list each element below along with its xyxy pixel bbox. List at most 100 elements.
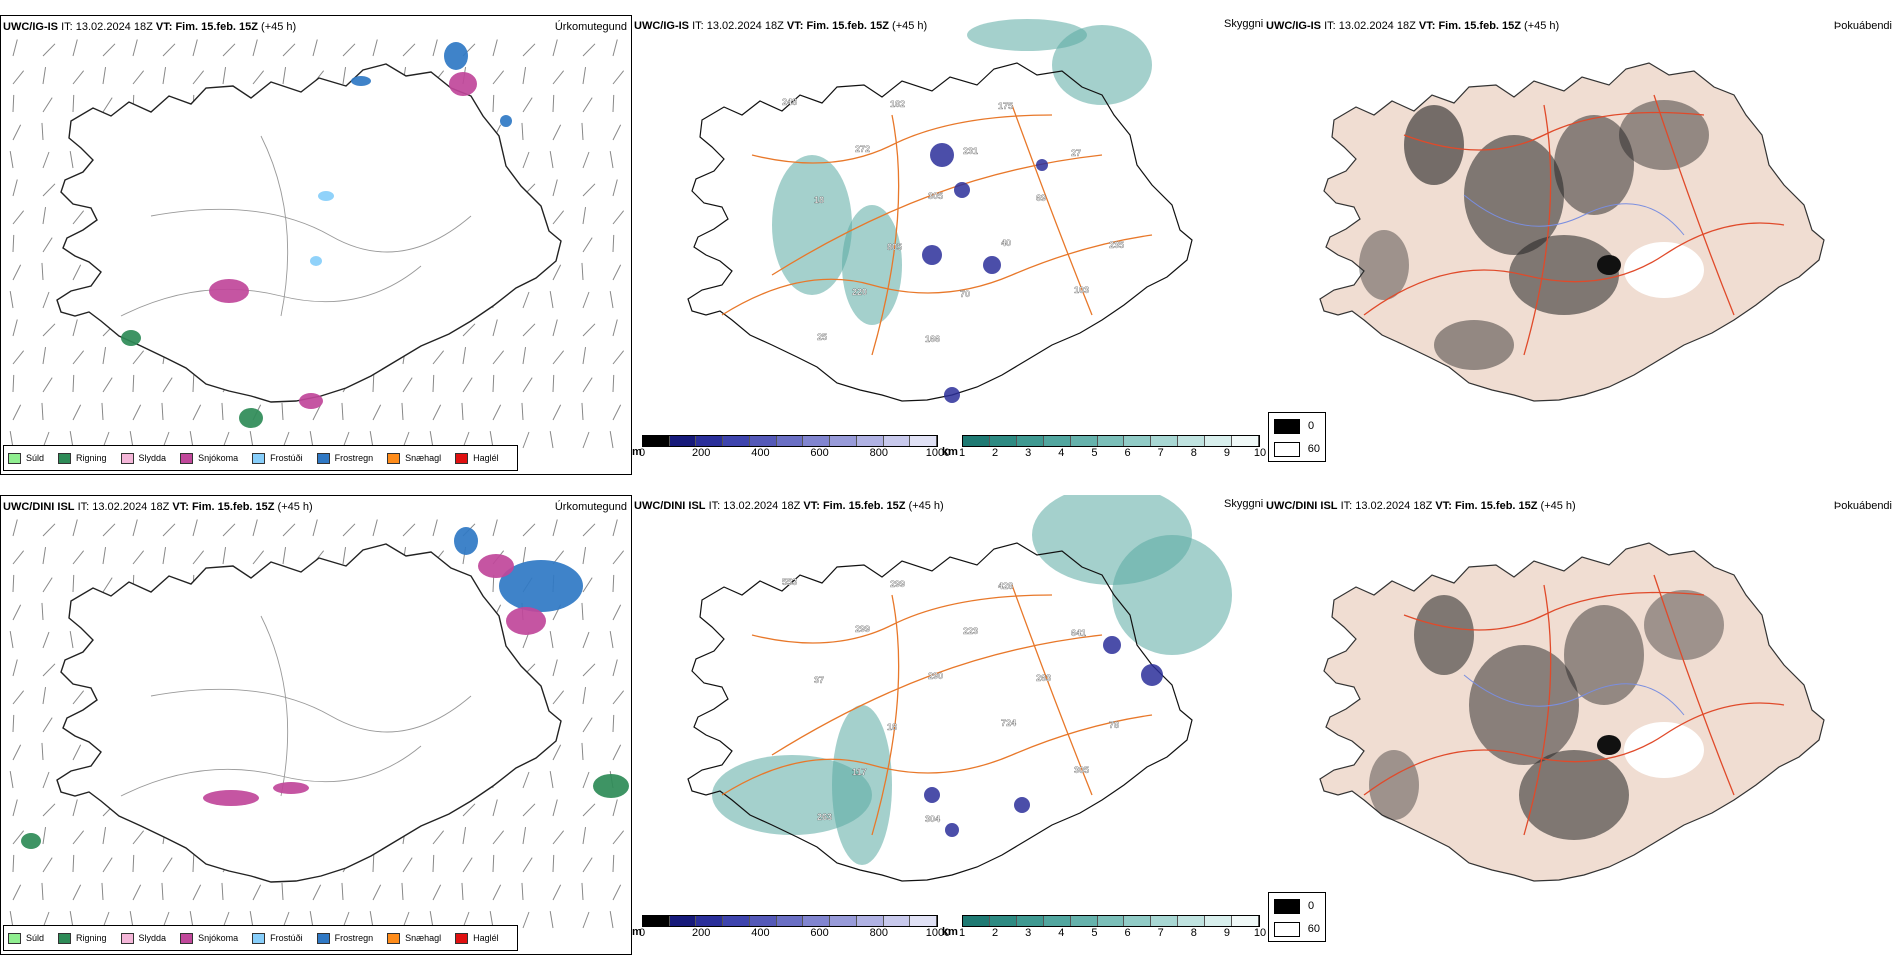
station-value: 305 bbox=[928, 191, 943, 201]
scale-cell bbox=[803, 916, 831, 926]
visibility-scale-bar: 1 2 3 4 5 6 7 8 9 10 bbox=[959, 435, 1266, 461]
scale-cell bbox=[1151, 436, 1179, 446]
scale-tick-label: 200 bbox=[692, 927, 711, 939]
cloud-cover-legend: 0 60 bbox=[1268, 892, 1326, 942]
scale-tick-label: 6 bbox=[1124, 447, 1131, 459]
station-value: 166 bbox=[925, 334, 940, 344]
scale-tick-label: 7 bbox=[1157, 927, 1164, 939]
precip-area bbox=[351, 76, 371, 86]
legend-label: Frostregn bbox=[334, 933, 374, 943]
scale-tick-label: 800 bbox=[869, 447, 888, 459]
station-value: 553 bbox=[782, 577, 797, 587]
legend-swatch bbox=[180, 452, 194, 464]
glacier bbox=[1624, 722, 1704, 778]
legend-label: Frostregn bbox=[334, 453, 374, 463]
scale-tick-label: 5 bbox=[1091, 447, 1098, 459]
station-value: 231 bbox=[963, 146, 978, 156]
panel-header: UWC/IG-IS IT: 13.02.2024 18Z VT: Fim. 15… bbox=[1266, 20, 1560, 32]
scale-cells bbox=[962, 435, 1260, 447]
scale-cell bbox=[643, 916, 670, 926]
station-value: 223 bbox=[963, 626, 978, 636]
station-value: 117 bbox=[852, 767, 867, 777]
station-value: 299 bbox=[855, 624, 870, 634]
legend-item: Snæhagl bbox=[387, 452, 442, 464]
scale-cell bbox=[1043, 916, 1071, 926]
scale-cell bbox=[749, 436, 777, 446]
scale-ticks: 1 2 3 4 5 6 7 8 9 10 bbox=[959, 927, 1266, 941]
station-value: 69 bbox=[1036, 193, 1046, 203]
legend-label: Snæhagl bbox=[405, 453, 442, 463]
scale-cell bbox=[776, 436, 804, 446]
scale-tick-label: 8 bbox=[1190, 447, 1197, 459]
scale-cell bbox=[803, 436, 831, 446]
precip-area bbox=[121, 330, 141, 346]
ceiling-visibility-map: 553 299 290 724 305 263 299 223 263 78 117 304 428 64… bbox=[687, 495, 1232, 882]
precip-area bbox=[499, 560, 583, 612]
scale-tick-label: 4 bbox=[1058, 447, 1065, 459]
scale-tick-label: 3 bbox=[1025, 927, 1032, 939]
legend-swatch bbox=[387, 452, 401, 464]
legend-item: Frostúði bbox=[252, 932, 303, 944]
scale-tick-label: 0 bbox=[638, 927, 646, 939]
legend-label: Frostúði bbox=[270, 933, 303, 943]
precip-area bbox=[318, 191, 334, 201]
scale-cell bbox=[696, 436, 724, 446]
scale-tick-label: 800 bbox=[869, 927, 888, 939]
scale-cell bbox=[963, 436, 990, 446]
legend-label: Rigning bbox=[76, 453, 107, 463]
legend-item: Súld bbox=[8, 932, 44, 944]
station-value: 272 bbox=[855, 144, 870, 154]
iceland-coastline bbox=[687, 62, 1193, 402]
legend-item: Slydda bbox=[120, 452, 166, 464]
legend-swatch bbox=[58, 452, 72, 464]
station-value: 175 bbox=[998, 101, 1013, 111]
precip-area bbox=[500, 115, 512, 127]
cloud-legend-swatch bbox=[1274, 921, 1300, 937]
ceiling-visibility-map: 248 272 305 40 103 25 182 231 69 235 220 166 175 27 18… bbox=[687, 19, 1193, 403]
scale-tick-label: 3 bbox=[1025, 447, 1032, 459]
panel-precip-type-bottom: UWC/DINI ISL IT: 13.02.2024 18Z VT: Fim.… bbox=[0, 495, 632, 955]
scale-tick-label: 2 bbox=[992, 927, 999, 939]
station-value: 299 bbox=[890, 579, 905, 589]
legend-item: Súld bbox=[8, 452, 44, 464]
scale-cell bbox=[1124, 436, 1152, 446]
visibility-unit: km bbox=[942, 926, 958, 938]
glacier bbox=[1624, 242, 1704, 298]
station-value: 18 bbox=[887, 722, 897, 732]
visibility-unit: km bbox=[942, 446, 958, 458]
legend-swatch bbox=[180, 932, 194, 944]
scale-cell bbox=[723, 916, 750, 926]
scale-tick-label: 7 bbox=[1157, 447, 1164, 459]
scale-tick-label: 9 bbox=[1223, 927, 1230, 939]
station-value: 641 bbox=[1071, 628, 1086, 638]
scale-tick-label: 6 bbox=[1124, 927, 1131, 939]
scale-cell bbox=[1016, 916, 1044, 926]
cloud-legend-swatch bbox=[1274, 898, 1300, 914]
ceiling-scale-bar: 0 200 400 600 800 1000 bbox=[639, 435, 950, 461]
legend-label: Rigning bbox=[76, 933, 107, 943]
scale-cell bbox=[749, 916, 777, 926]
legend-swatch bbox=[8, 932, 21, 944]
scale-tick-label: 9 bbox=[1223, 447, 1230, 459]
precip-area bbox=[454, 527, 478, 555]
legend-item: Haglél bbox=[455, 932, 499, 944]
scale-cell bbox=[1097, 436, 1125, 446]
station-value: 18 bbox=[814, 195, 824, 205]
precip-area bbox=[239, 408, 263, 428]
scale-tick-label: 2 bbox=[992, 447, 999, 459]
precip-type-map bbox=[9, 519, 629, 929]
iceland-coastline bbox=[1319, 62, 1825, 402]
scale-cells bbox=[642, 435, 938, 447]
panel-header: UWC/DINI ISL IT: 13.02.2024 18Z VT: Fim.… bbox=[1266, 500, 1576, 512]
scale-tick-label: 1000 bbox=[925, 447, 951, 459]
panel-title: Þokuábendi bbox=[1833, 20, 1892, 32]
legend-label: Haglél bbox=[473, 933, 499, 943]
scale-tick-label: 600 bbox=[810, 447, 829, 459]
precip-type-map bbox=[9, 39, 625, 449]
station-value: 290 bbox=[928, 671, 943, 681]
legend-item: Rigning bbox=[58, 452, 107, 464]
legend-item: Haglél bbox=[455, 452, 499, 464]
scale-cell bbox=[1205, 916, 1233, 926]
legend-swatch bbox=[120, 932, 134, 944]
scale-cell bbox=[1070, 436, 1098, 446]
